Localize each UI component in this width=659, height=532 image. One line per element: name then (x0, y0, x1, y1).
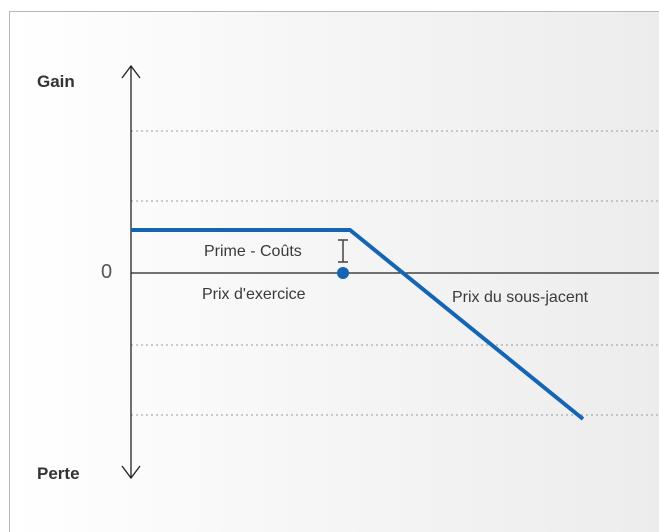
y-axis-top-label: Gain (37, 72, 75, 91)
y-axis-bottom-label: Perte (37, 464, 80, 483)
underlying-price-label: Prix du sous-jacent (452, 289, 589, 306)
strike-price-marker (337, 267, 349, 279)
y-axis-arrow-down-icon (121, 465, 141, 480)
payoff-diagram (121, 64, 659, 480)
payoff-line (131, 228, 585, 421)
premium-costs-label: Prime - Coûts (204, 243, 302, 260)
y-axis-arrow-up-icon (121, 64, 141, 79)
diagram-frame (9, 11, 659, 532)
strike-price-label: Prix d'exercice (202, 286, 306, 303)
zero-label: 0 (101, 261, 113, 283)
